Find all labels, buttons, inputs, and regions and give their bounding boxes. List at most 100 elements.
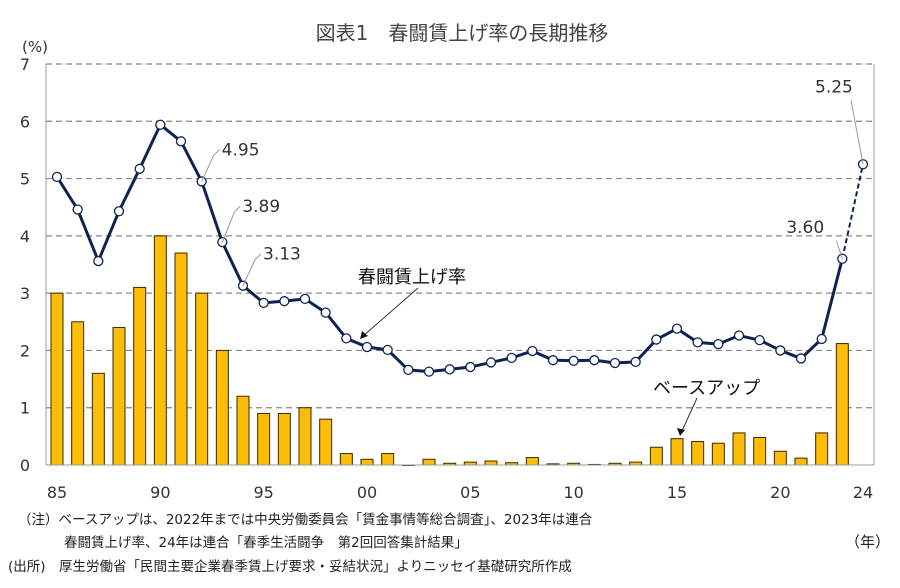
data-label: 4.95 (222, 140, 260, 160)
line-point (279, 296, 290, 307)
line-point (527, 345, 538, 357)
line-point (175, 136, 187, 147)
line-point (630, 356, 641, 368)
bar (753, 437, 767, 466)
line-point (547, 355, 559, 366)
line-point (775, 345, 786, 356)
bar (71, 321, 85, 466)
bar (649, 446, 663, 466)
line-point (651, 334, 662, 345)
y-tick-label: 5 (20, 170, 30, 189)
bar (525, 457, 539, 466)
y-tick-label: 4 (20, 227, 30, 246)
data-label: 3.60 (786, 218, 824, 238)
note-1: （注）ベースアップは、2022年までは中央労働委員会「賃金事情等総合調査」、20… (18, 512, 593, 528)
bar (711, 442, 725, 466)
x-tick-label: 15 (667, 483, 687, 502)
line-point (609, 357, 621, 369)
bar (174, 252, 188, 466)
x-tick-label: 00 (357, 483, 377, 502)
bar (112, 327, 126, 466)
x-tick-label: 05 (460, 483, 480, 502)
line-point (485, 357, 497, 368)
chart-title: 図表1 春闘賃上げ率の長期推移 (316, 21, 609, 45)
y-tick-label: 0 (20, 456, 30, 475)
data-label: 5.25 (815, 77, 853, 97)
series-label-base-up: ベースアップ (653, 378, 760, 399)
bar (815, 432, 829, 466)
line-point (816, 333, 827, 345)
line-point (134, 163, 145, 174)
annotation-leader (201, 149, 221, 182)
bar (381, 453, 395, 466)
series-label-arrow (361, 287, 419, 338)
bar (277, 412, 291, 466)
bar (794, 457, 808, 466)
x-tick-label: 10 (563, 483, 583, 502)
x-tick-label: 24 (853, 483, 873, 502)
line-point (465, 361, 476, 373)
bar (257, 412, 271, 466)
line-point (506, 352, 517, 364)
line-point (361, 341, 373, 353)
annotation-leader (242, 253, 262, 286)
data-label: 3.13 (263, 245, 301, 265)
note-2: 春闘賃上げ率、24年は連合「春季生活闘争 第2回回答集計結果」 (64, 535, 468, 551)
x-tick-label: 85 (47, 483, 67, 502)
line-point (51, 171, 63, 183)
annotation-leader (221, 205, 241, 243)
x-tick-label: 95 (253, 483, 273, 502)
line-point (754, 334, 765, 346)
line-point (568, 355, 579, 366)
y-tick-label: 3 (20, 284, 30, 303)
y-axis-label: (%) (22, 38, 48, 56)
bar (835, 343, 849, 466)
line-point (423, 366, 435, 377)
line-point (444, 364, 455, 375)
line-point (258, 297, 269, 309)
data-label: 3.89 (242, 197, 280, 217)
bar (422, 458, 436, 466)
line-point (320, 307, 331, 318)
x-tick-label: 90 (150, 483, 170, 502)
y-tick-label: 2 (20, 341, 30, 360)
line-point (671, 323, 683, 334)
bar (50, 292, 64, 466)
bar (298, 407, 312, 466)
y-tick-label: 7 (20, 55, 30, 74)
line-point (382, 344, 393, 356)
y-tick-label: 6 (20, 112, 30, 131)
line-point (795, 353, 807, 364)
bar (215, 349, 229, 466)
series-label-wage-rate: 春闘賃上げ率 (358, 267, 466, 288)
line-point (403, 364, 414, 376)
bar (133, 286, 147, 466)
bar (773, 450, 787, 466)
line-point (692, 337, 703, 348)
x-tick-label: 20 (770, 483, 790, 502)
x-axis-label: （年） (845, 533, 891, 551)
bar (691, 441, 705, 466)
line-point (155, 119, 166, 130)
bar (195, 292, 209, 466)
line-point (733, 330, 745, 341)
bar (732, 432, 746, 466)
line-point (589, 355, 600, 366)
chart-svg: 図表1 春闘賃上げ率の長期推移 (%) 4.95 3.89 3.13 3.60 5.25… (20, 21, 875, 502)
bar (484, 460, 498, 466)
arrowhead-icon (360, 331, 368, 339)
series-label-arrow (680, 397, 698, 434)
annotation-leader (835, 240, 843, 259)
line-point (299, 293, 311, 305)
bar (153, 235, 167, 466)
line-point (113, 206, 125, 217)
line-point (93, 255, 104, 267)
bar (339, 453, 353, 466)
bar (360, 458, 374, 466)
bar (236, 395, 250, 466)
line-series-forecast (841, 164, 864, 259)
bar (319, 418, 333, 466)
line-point (713, 338, 724, 350)
line-point (341, 333, 352, 344)
